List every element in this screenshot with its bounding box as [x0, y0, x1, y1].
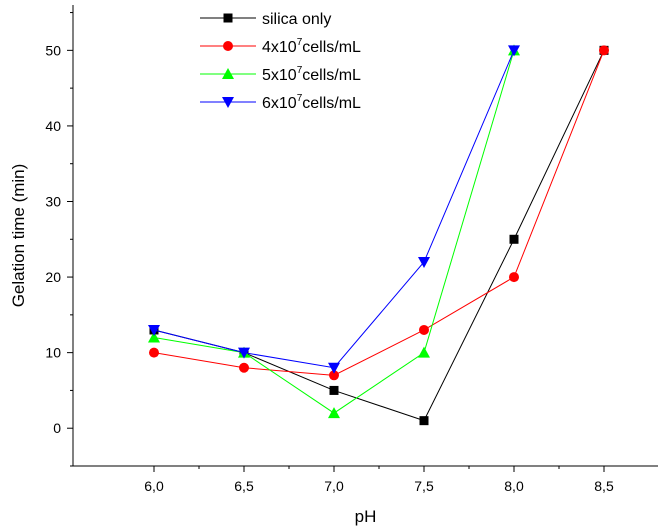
y-tick-label: 50 [45, 42, 61, 58]
legend-marker [223, 41, 233, 51]
legend-label-base: 5x10 [262, 67, 297, 84]
x-tick-label: 7,0 [324, 478, 344, 494]
data-point [329, 370, 339, 381]
data-point [599, 45, 609, 56]
legend-label-tail: cells/mL [302, 67, 361, 84]
series-4 [148, 45, 520, 374]
x-tick-label: 7,5 [414, 478, 434, 494]
data-point [508, 45, 520, 57]
legend-label-tail: cells/mL [302, 39, 361, 56]
data-point [329, 385, 339, 395]
legend-label: 4x107cells/mL [262, 37, 361, 56]
y-axis-title: Gelation time (min) [9, 164, 28, 308]
legend-label-base: 4x10 [262, 39, 297, 56]
y-tick-label: 40 [45, 118, 61, 134]
data-point [149, 347, 159, 358]
legend-marker [222, 97, 234, 108]
legend-label: 6x107cells/mL [262, 93, 361, 112]
legend-label-base: 6x10 [262, 95, 297, 112]
y-tick-label: 30 [45, 193, 61, 209]
series-line [153, 50, 605, 422]
legend-item: 4x107cells/mL [200, 37, 361, 56]
plot-frame [72, 5, 658, 467]
legend-label-base: silica only [262, 11, 331, 28]
y-tick-label: 10 [45, 345, 61, 361]
legend-marker [222, 68, 234, 79]
data-point [238, 347, 250, 359]
legend-item: 5x107cells/mL [200, 65, 361, 84]
data-point [148, 324, 160, 336]
axis-ticks: 6,0 6,5 7,0 7,5 8,0 8,5 0 10 20 30 40 50 [45, 12, 614, 494]
x-tick-label: 6,0 [144, 478, 164, 494]
x-tick-label: 8,5 [594, 478, 614, 494]
legend-label: silica only [262, 11, 331, 28]
legend-label-sup: 7 [297, 65, 303, 76]
x-tick-label: 8,0 [504, 478, 524, 494]
y-tick-label: 20 [45, 269, 61, 285]
legend-item: 6x107cells/mL [200, 93, 361, 112]
data-point [239, 362, 249, 373]
series-layer [148, 44, 609, 426]
y-tick-label: 0 [53, 420, 61, 436]
legend: silica only4x107cells/mL5x107cells/mL6x1… [200, 11, 361, 112]
data-point [328, 407, 340, 419]
legend-item: silica only [200, 11, 331, 28]
series-3 [148, 44, 520, 419]
data-point [328, 362, 340, 374]
legend-marker [223, 13, 233, 23]
x-tick-label: 6,5 [234, 478, 254, 494]
data-point [509, 234, 519, 244]
series-1 [149, 45, 609, 426]
x-axis-title: pH [355, 507, 377, 526]
legend-label-sup: 7 [297, 93, 303, 104]
series-line [153, 50, 605, 376]
data-point [418, 346, 430, 358]
data-point [418, 256, 430, 268]
legend-label-sup: 7 [297, 37, 303, 48]
series-2 [149, 45, 609, 381]
data-point [509, 272, 519, 283]
legend-label: 5x107cells/mL [262, 65, 361, 84]
data-point [419, 324, 429, 335]
data-point [148, 331, 160, 343]
legend-label-tail: cells/mL [302, 95, 361, 112]
data-point [419, 416, 429, 426]
